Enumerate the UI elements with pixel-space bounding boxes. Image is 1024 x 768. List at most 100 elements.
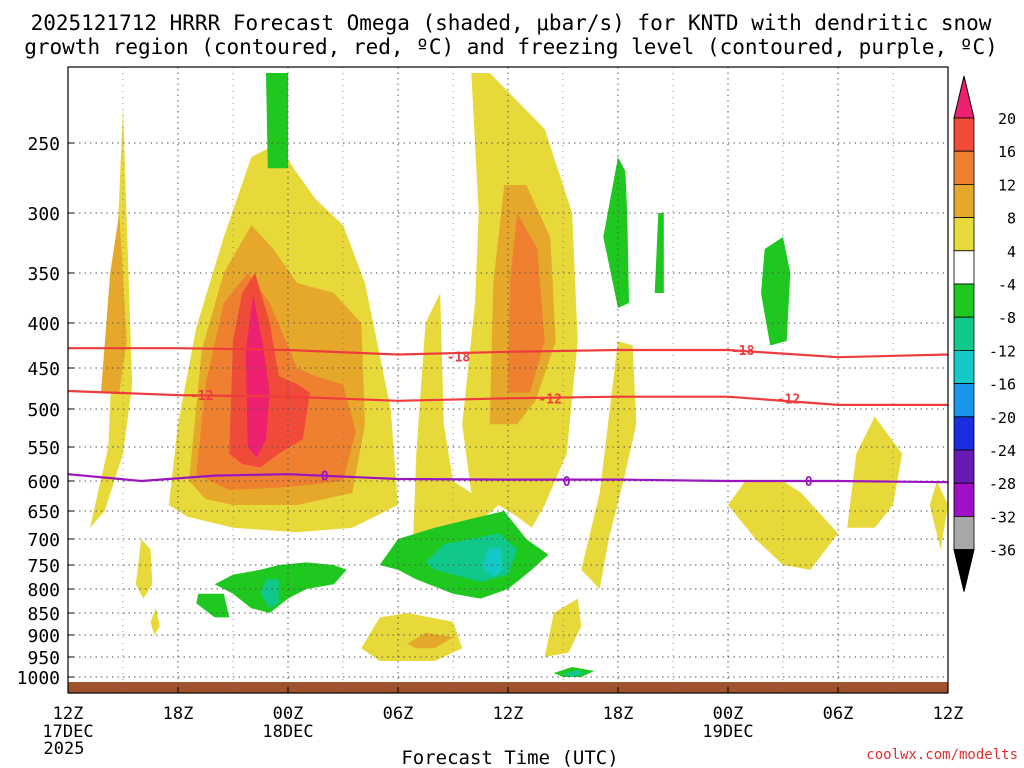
omega-region [728,479,838,570]
x-tick-date: 17DEC [42,722,93,742]
x-tick-label: 18Z [603,704,634,724]
contour-label: -18 [447,350,471,365]
omega-region [563,669,585,677]
colorbar: 20 16 12 8 4 -4 -8 -12 -16 -20 -24 -28 -32 -36 [953,75,1016,592]
y-tick-label: 1000 [17,668,60,689]
chart-title-line1: 2025121712 HRRR Forecast Omega (shaded, … [31,11,992,35]
contour-freezing-level [68,473,948,484]
omega-region [603,157,629,308]
x-tick-label: 06Z [823,704,854,724]
colorbar-label: 16 [998,143,1016,161]
grid-lines [67,67,949,693]
x-tick-label: 06Z [383,704,414,724]
contour-label: -12 [777,392,800,407]
x-tick-label: 12Z [53,704,84,724]
colorbar-label: 4 [1007,243,1016,261]
colorbar-label: -16 [989,376,1016,394]
colorbar-label: -32 [989,508,1016,526]
contour-layer: -18 -18 -12 -12 -12 0 0 0 [68,344,948,490]
contour-label: -12 [538,392,561,407]
x-tick-label: 00Z [273,704,304,724]
contour-label: -18 [731,344,755,359]
colorbar-swatch [953,449,975,484]
colorbar-swatch [953,217,975,252]
contour-label: -12 [190,389,213,404]
omega-region [214,562,347,613]
omega-region [482,546,503,577]
chart-title-line2: growth region (contoured, red, ºC) and f… [24,35,998,59]
x-axis-label: Forecast Time (UTC) [401,747,618,768]
x-tick-label: 18Z [163,704,194,724]
omega-region [929,481,948,550]
y-tick-label: 450 [27,359,60,380]
contour-dendritic-bottom [68,389,948,406]
colorbar-label: -28 [989,475,1016,493]
colorbar-swatch [953,283,975,318]
colorbar-swatch [953,250,975,285]
x-tick-year: 2025 [44,739,85,759]
colorbar-label: -4 [998,276,1016,294]
colorbar-label: -24 [989,442,1016,460]
y-tick-label: 850 [27,604,60,625]
x-tick-date: 18DEC [262,722,313,742]
omega-region [581,341,637,589]
colorbar-label: 8 [1007,210,1016,228]
y-tick-label: 350 [27,264,60,285]
colorbar-label: 20 [998,110,1016,128]
y-tick-label: 900 [27,626,60,647]
contour-dendritic-top [68,347,948,359]
omega-region [135,539,153,599]
credit-text: coolwx.com/modelts [866,747,1018,763]
contour-label: 0 [805,475,813,490]
y-tick-label: 950 [27,648,60,669]
colorbar-bottom-arrow [953,549,975,592]
y-tick-label: 750 [27,556,60,577]
y-tick-label: 400 [27,314,60,335]
y-tick-label: 800 [27,580,60,601]
colorbar-swatch [953,150,975,185]
omega-region [90,108,133,528]
y-tick-label: 550 [27,438,60,459]
x-tick-label: 12Z [933,704,964,724]
omega-region [361,613,463,661]
contour-label: 0 [321,470,329,485]
colorbar-swatch [953,383,975,418]
colorbar-swatch [953,349,975,384]
omega-region [245,295,270,458]
omega-region [847,416,903,528]
y-tick-label: 700 [27,530,60,551]
colorbar-swatch [953,516,975,551]
colorbar-label: -12 [989,342,1016,360]
omega-region [266,73,288,169]
x-tick-label: 12Z [493,704,524,724]
y-tick-label: 250 [27,134,60,155]
colorbar-label: 12 [998,176,1016,194]
colorbar-label: -36 [989,542,1016,560]
omega-region [654,213,664,293]
omega-region [508,213,545,393]
y-tick-label: 300 [27,204,60,225]
y-tick-label: 600 [27,472,60,493]
colorbar-label: -20 [989,409,1016,427]
contour-label: 0 [563,475,571,490]
omega-shading-layer [90,73,948,677]
colorbar-label: -8 [998,309,1016,327]
y-axis: 2503003504004505005506006507007508008509… [17,134,74,689]
omega-region [544,598,582,657]
colorbar-swatch [953,482,975,517]
colorbar-swatch [953,183,975,218]
colorbar-top-arrow [953,75,975,119]
x-tick-label: 00Z [713,704,744,724]
omega-region [150,608,160,635]
colorbar-swatch [953,316,975,351]
colorbar-swatch [953,416,975,451]
x-tick-date: 19DEC [702,722,753,742]
y-tick-label: 650 [27,502,60,523]
colorbar-swatch [953,117,975,152]
omega-region [761,237,791,346]
omega-region [407,632,453,649]
omega-region [260,579,279,609]
omega-region [196,593,230,618]
